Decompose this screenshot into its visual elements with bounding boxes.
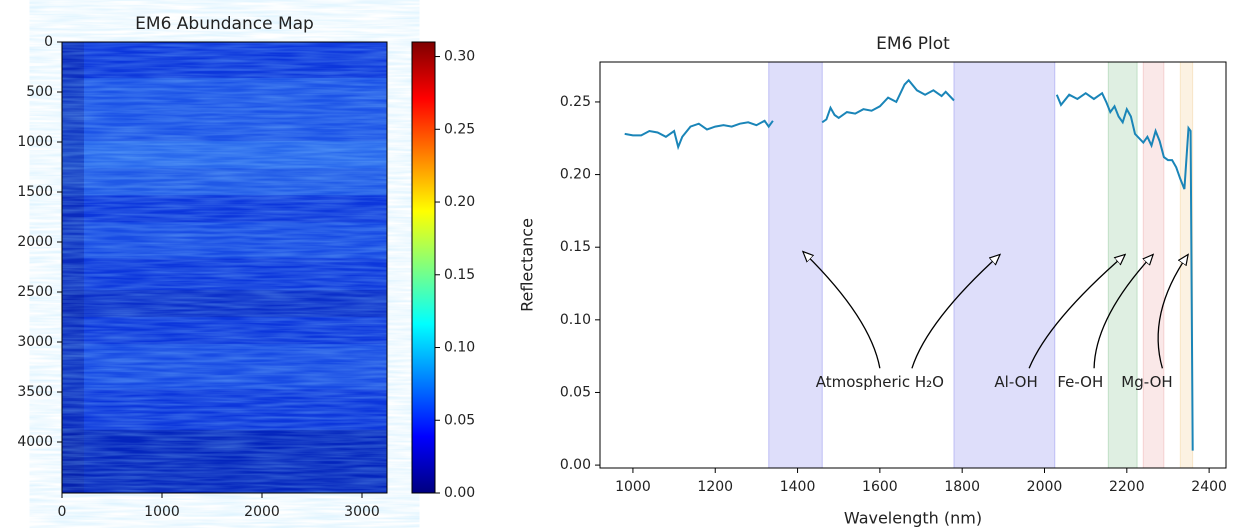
y-tick-label: 3500 xyxy=(17,384,53,400)
x-tick-label: 1800 xyxy=(944,479,980,495)
colorbar-tick-label: 0.25 xyxy=(444,121,475,137)
y-axis-label: Reflectance xyxy=(518,218,537,312)
y-tick-label: 2000 xyxy=(17,234,53,250)
spectrum-line xyxy=(624,78,1194,451)
y-tick-label: 0.25 xyxy=(560,94,591,110)
x-tick-label: 2200 xyxy=(1109,479,1145,495)
chart-title: EM6 Plot xyxy=(876,34,950,54)
x-tick-label: 1600 xyxy=(862,479,898,495)
x-tick-label: 1400 xyxy=(780,479,816,495)
y-tick-label: 2500 xyxy=(17,284,53,300)
x-tick-label: 1200 xyxy=(697,479,733,495)
y-tick-label: 3000 xyxy=(17,334,53,350)
y-tick-label: 0.00 xyxy=(560,457,591,473)
y-tick-label: 0 xyxy=(44,34,53,50)
y-tick-label: 500 xyxy=(26,84,53,100)
frame xyxy=(61,41,388,494)
annotation-arrow xyxy=(911,254,1000,369)
band-span xyxy=(953,61,1056,469)
annotation: Fe-OH xyxy=(1057,373,1103,391)
x-tick-label: 3000 xyxy=(344,504,380,520)
chart-title: EM6 Abundance Map xyxy=(135,14,314,34)
annotation: Atmospheric H₂O xyxy=(816,373,944,391)
x-tick-label: 0 xyxy=(58,504,67,520)
y-tick-label: 0.20 xyxy=(560,167,591,183)
colorbar-tick-label: 0.30 xyxy=(444,49,475,65)
y-tick-label: 1500 xyxy=(17,184,53,200)
colorbar-tick-label: 0.20 xyxy=(444,194,475,210)
x-tick-label: 1000 xyxy=(615,479,651,495)
annotation-arrow xyxy=(803,252,881,369)
frame xyxy=(599,61,1227,469)
y-tick-label: 1000 xyxy=(17,134,53,150)
colorbar-tick-label: 0.15 xyxy=(444,267,475,283)
annotation: Mg-OH xyxy=(1121,373,1172,391)
colorbar-tick-label: 0.00 xyxy=(444,485,475,501)
annotation-arrow xyxy=(1093,254,1153,369)
colorbar xyxy=(411,41,436,494)
y-tick-label: 0.10 xyxy=(560,312,591,328)
y-tick-label: 0.05 xyxy=(560,384,591,400)
x-tick-label: 1000 xyxy=(144,504,180,520)
x-axis-label: Wavelength (nm) xyxy=(844,509,982,528)
x-tick-label: 2400 xyxy=(1191,479,1227,495)
annotation: Al-OH xyxy=(994,373,1037,391)
annotation-arrow xyxy=(1157,254,1188,369)
band-span xyxy=(768,61,823,469)
image-texture xyxy=(62,42,387,493)
band-span xyxy=(1142,61,1165,469)
colorbar-tick-label: 0.05 xyxy=(444,412,475,428)
x-tick-label: 2000 xyxy=(244,504,280,520)
colorbar-tick-label: 0.10 xyxy=(444,340,475,356)
annotation-arrow xyxy=(1028,254,1125,369)
y-tick-label: 4000 xyxy=(17,434,53,450)
x-tick-label: 2000 xyxy=(1027,479,1063,495)
y-tick-label: 0.15 xyxy=(560,239,591,255)
